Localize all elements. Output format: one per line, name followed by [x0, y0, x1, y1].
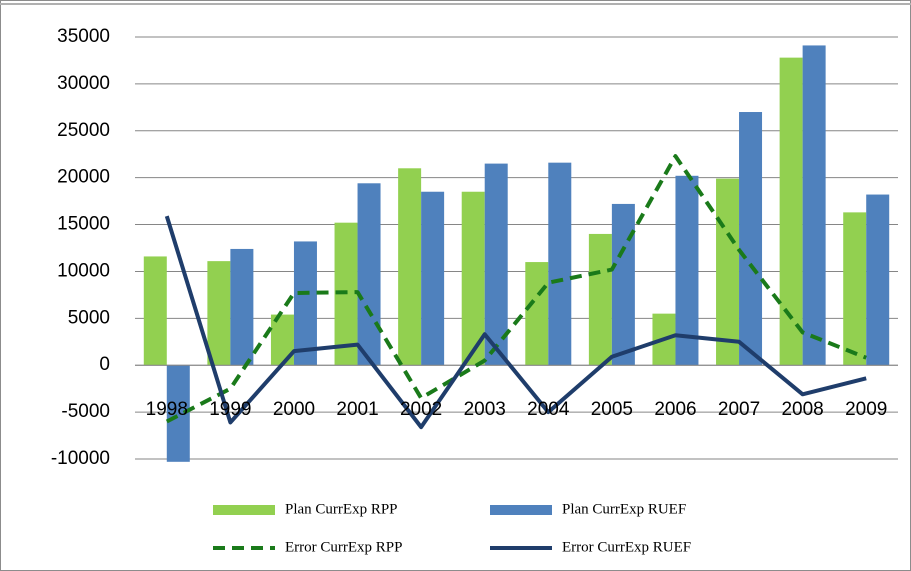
line-series	[164, 215, 867, 430]
bar	[675, 175, 699, 366]
x-tick-label: 1998	[146, 399, 188, 420]
bar	[461, 191, 485, 366]
x-tick-label: 2004	[527, 399, 570, 420]
bar	[739, 112, 763, 366]
y-tick-label: 0	[99, 354, 110, 375]
line-series	[165, 154, 867, 424]
bar	[230, 248, 254, 366]
bar	[588, 233, 612, 366]
legend-label: Plan CurrExp RUEF	[562, 501, 686, 517]
bar	[421, 191, 445, 366]
legend-swatch	[213, 505, 275, 515]
bar	[802, 45, 826, 366]
bar	[270, 314, 294, 366]
x-tick-label: 2005	[591, 399, 633, 420]
x-tick-label: 2003	[464, 399, 506, 420]
y-tick-label: 15000	[57, 214, 110, 235]
bar	[843, 212, 867, 366]
x-tick-label: 2006	[654, 399, 696, 420]
y-tick-label: 20000	[57, 167, 110, 188]
legend-label: Error CurrExp RUEF	[562, 539, 691, 555]
legend-swatch	[490, 505, 552, 515]
x-tick-label: 2007	[718, 399, 760, 420]
bar	[779, 57, 803, 366]
bar	[611, 203, 635, 366]
bar	[716, 178, 740, 366]
bar	[484, 163, 508, 366]
x-tick-label: 2001	[336, 399, 378, 420]
x-tick-label: 2009	[845, 399, 887, 420]
y-tick-label: 10000	[57, 260, 110, 281]
x-tick-label: 2000	[273, 399, 315, 420]
y-tick-label: -5000	[61, 401, 110, 422]
bar	[166, 365, 190, 462]
y-tick-label: -10000	[51, 448, 110, 469]
bar	[207, 261, 231, 366]
y-tick-label: 5000	[68, 307, 110, 328]
legend-label: Error CurrExp RPP	[285, 539, 403, 555]
x-tick-label: 1999	[209, 399, 251, 420]
bar	[143, 256, 167, 366]
bar	[866, 194, 890, 366]
x-tick-label: 2008	[781, 399, 823, 420]
y-tick-label: 35000	[57, 26, 110, 47]
x-tick-label: 2002	[400, 399, 442, 420]
y-tick-label: 25000	[57, 120, 110, 141]
bar	[357, 183, 381, 366]
bar	[548, 162, 572, 366]
legend-label: Plan CurrExp RPP	[285, 501, 398, 517]
y-tick-label: 30000	[57, 73, 110, 94]
bar	[525, 262, 549, 366]
bar	[293, 241, 317, 366]
bar	[398, 168, 422, 366]
